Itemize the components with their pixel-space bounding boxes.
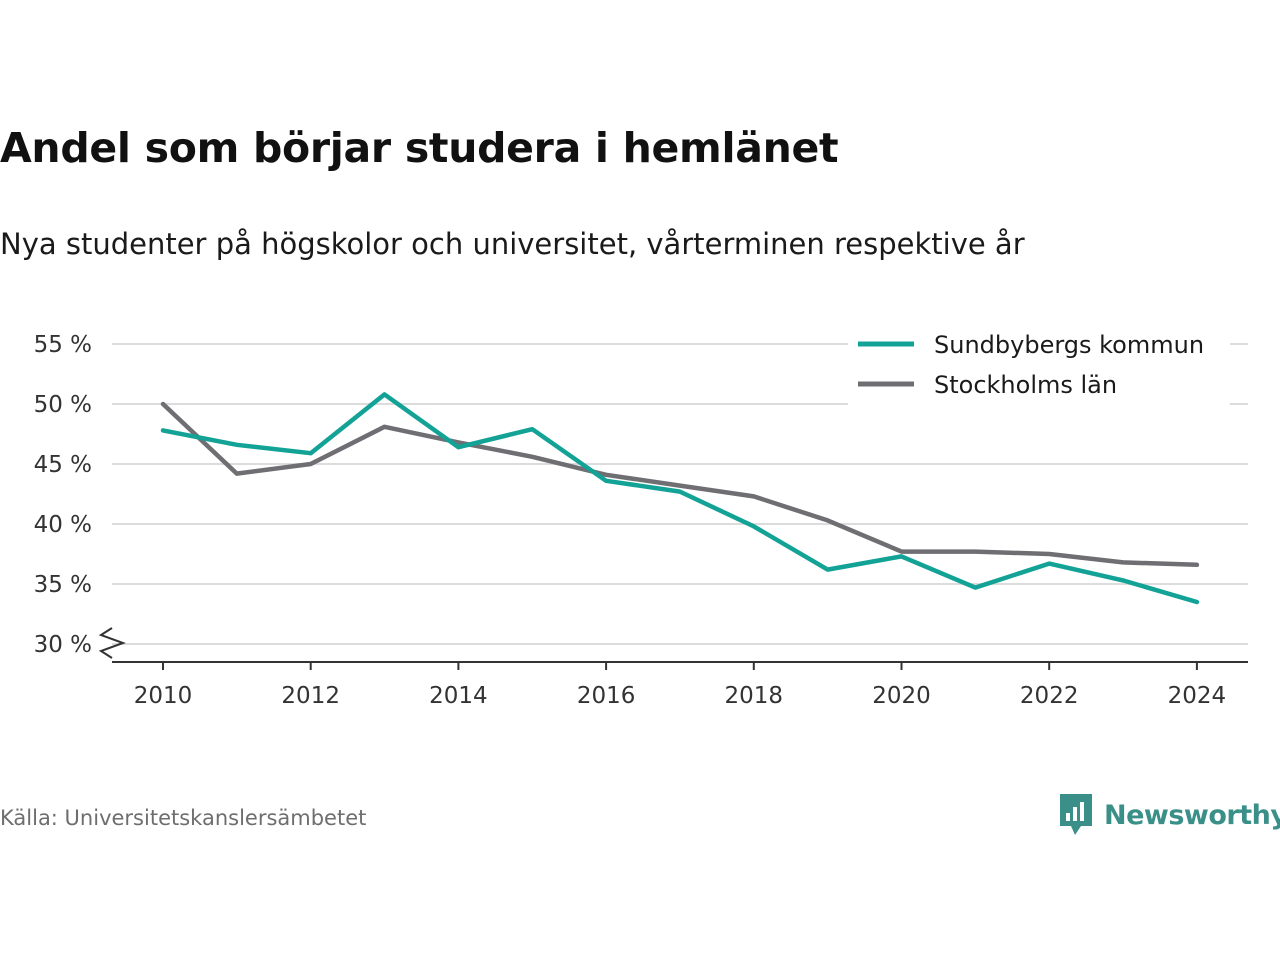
- axis-break-icon: [98, 627, 126, 659]
- legend-background: [848, 322, 1230, 406]
- series-lines: [160, 392, 1200, 605]
- x-tick-label: 2024: [1168, 683, 1227, 709]
- y-tick-label: 35 %: [34, 572, 92, 598]
- y-tick-label: 30 %: [34, 632, 92, 658]
- chart-subtitle: Nya studenter på högskolor och universit…: [0, 227, 1025, 261]
- x-tick-label: 2018: [725, 683, 784, 709]
- x-tick-label: 2022: [1020, 683, 1079, 709]
- x-tick-label: 2020: [872, 683, 931, 709]
- y-tick-label: 55 %: [34, 332, 92, 358]
- legend-label: Sundbybergs kommun: [934, 331, 1204, 359]
- brand-logo: Newsworthy: [1058, 792, 1280, 838]
- x-tick-label: 2010: [134, 683, 193, 709]
- chart-title: Andel som börjar studera i hemlänet: [0, 124, 839, 172]
- x-tick-label: 2012: [281, 683, 340, 709]
- series-line-2: [160, 401, 1200, 568]
- brand-name: Newsworthy: [1104, 799, 1280, 831]
- y-tick-label: 40 %: [34, 512, 92, 538]
- x-axis: [112, 661, 1248, 670]
- newsworthy-logo-icon: [1060, 794, 1092, 835]
- x-tick-label: 2016: [577, 683, 636, 709]
- y-tick-label: 45 %: [34, 452, 92, 478]
- series-line-1: [160, 392, 1200, 605]
- legend: Sundbybergs kommun Stockholms län: [848, 322, 1230, 406]
- y-axis-tick-labels: 30 % 35 % 40 % 45 % 50 % 55 %: [34, 332, 126, 659]
- x-tick-label: 2014: [429, 683, 488, 709]
- source-note: Källa: Universitetskanslersämbetet: [0, 806, 367, 830]
- x-axis-tick-labels: 2010 2012 2014 2016 2018 2020 2022 2024: [134, 683, 1226, 709]
- y-tick-label: 50 %: [34, 392, 92, 418]
- legend-label: Stockholms län: [934, 371, 1117, 399]
